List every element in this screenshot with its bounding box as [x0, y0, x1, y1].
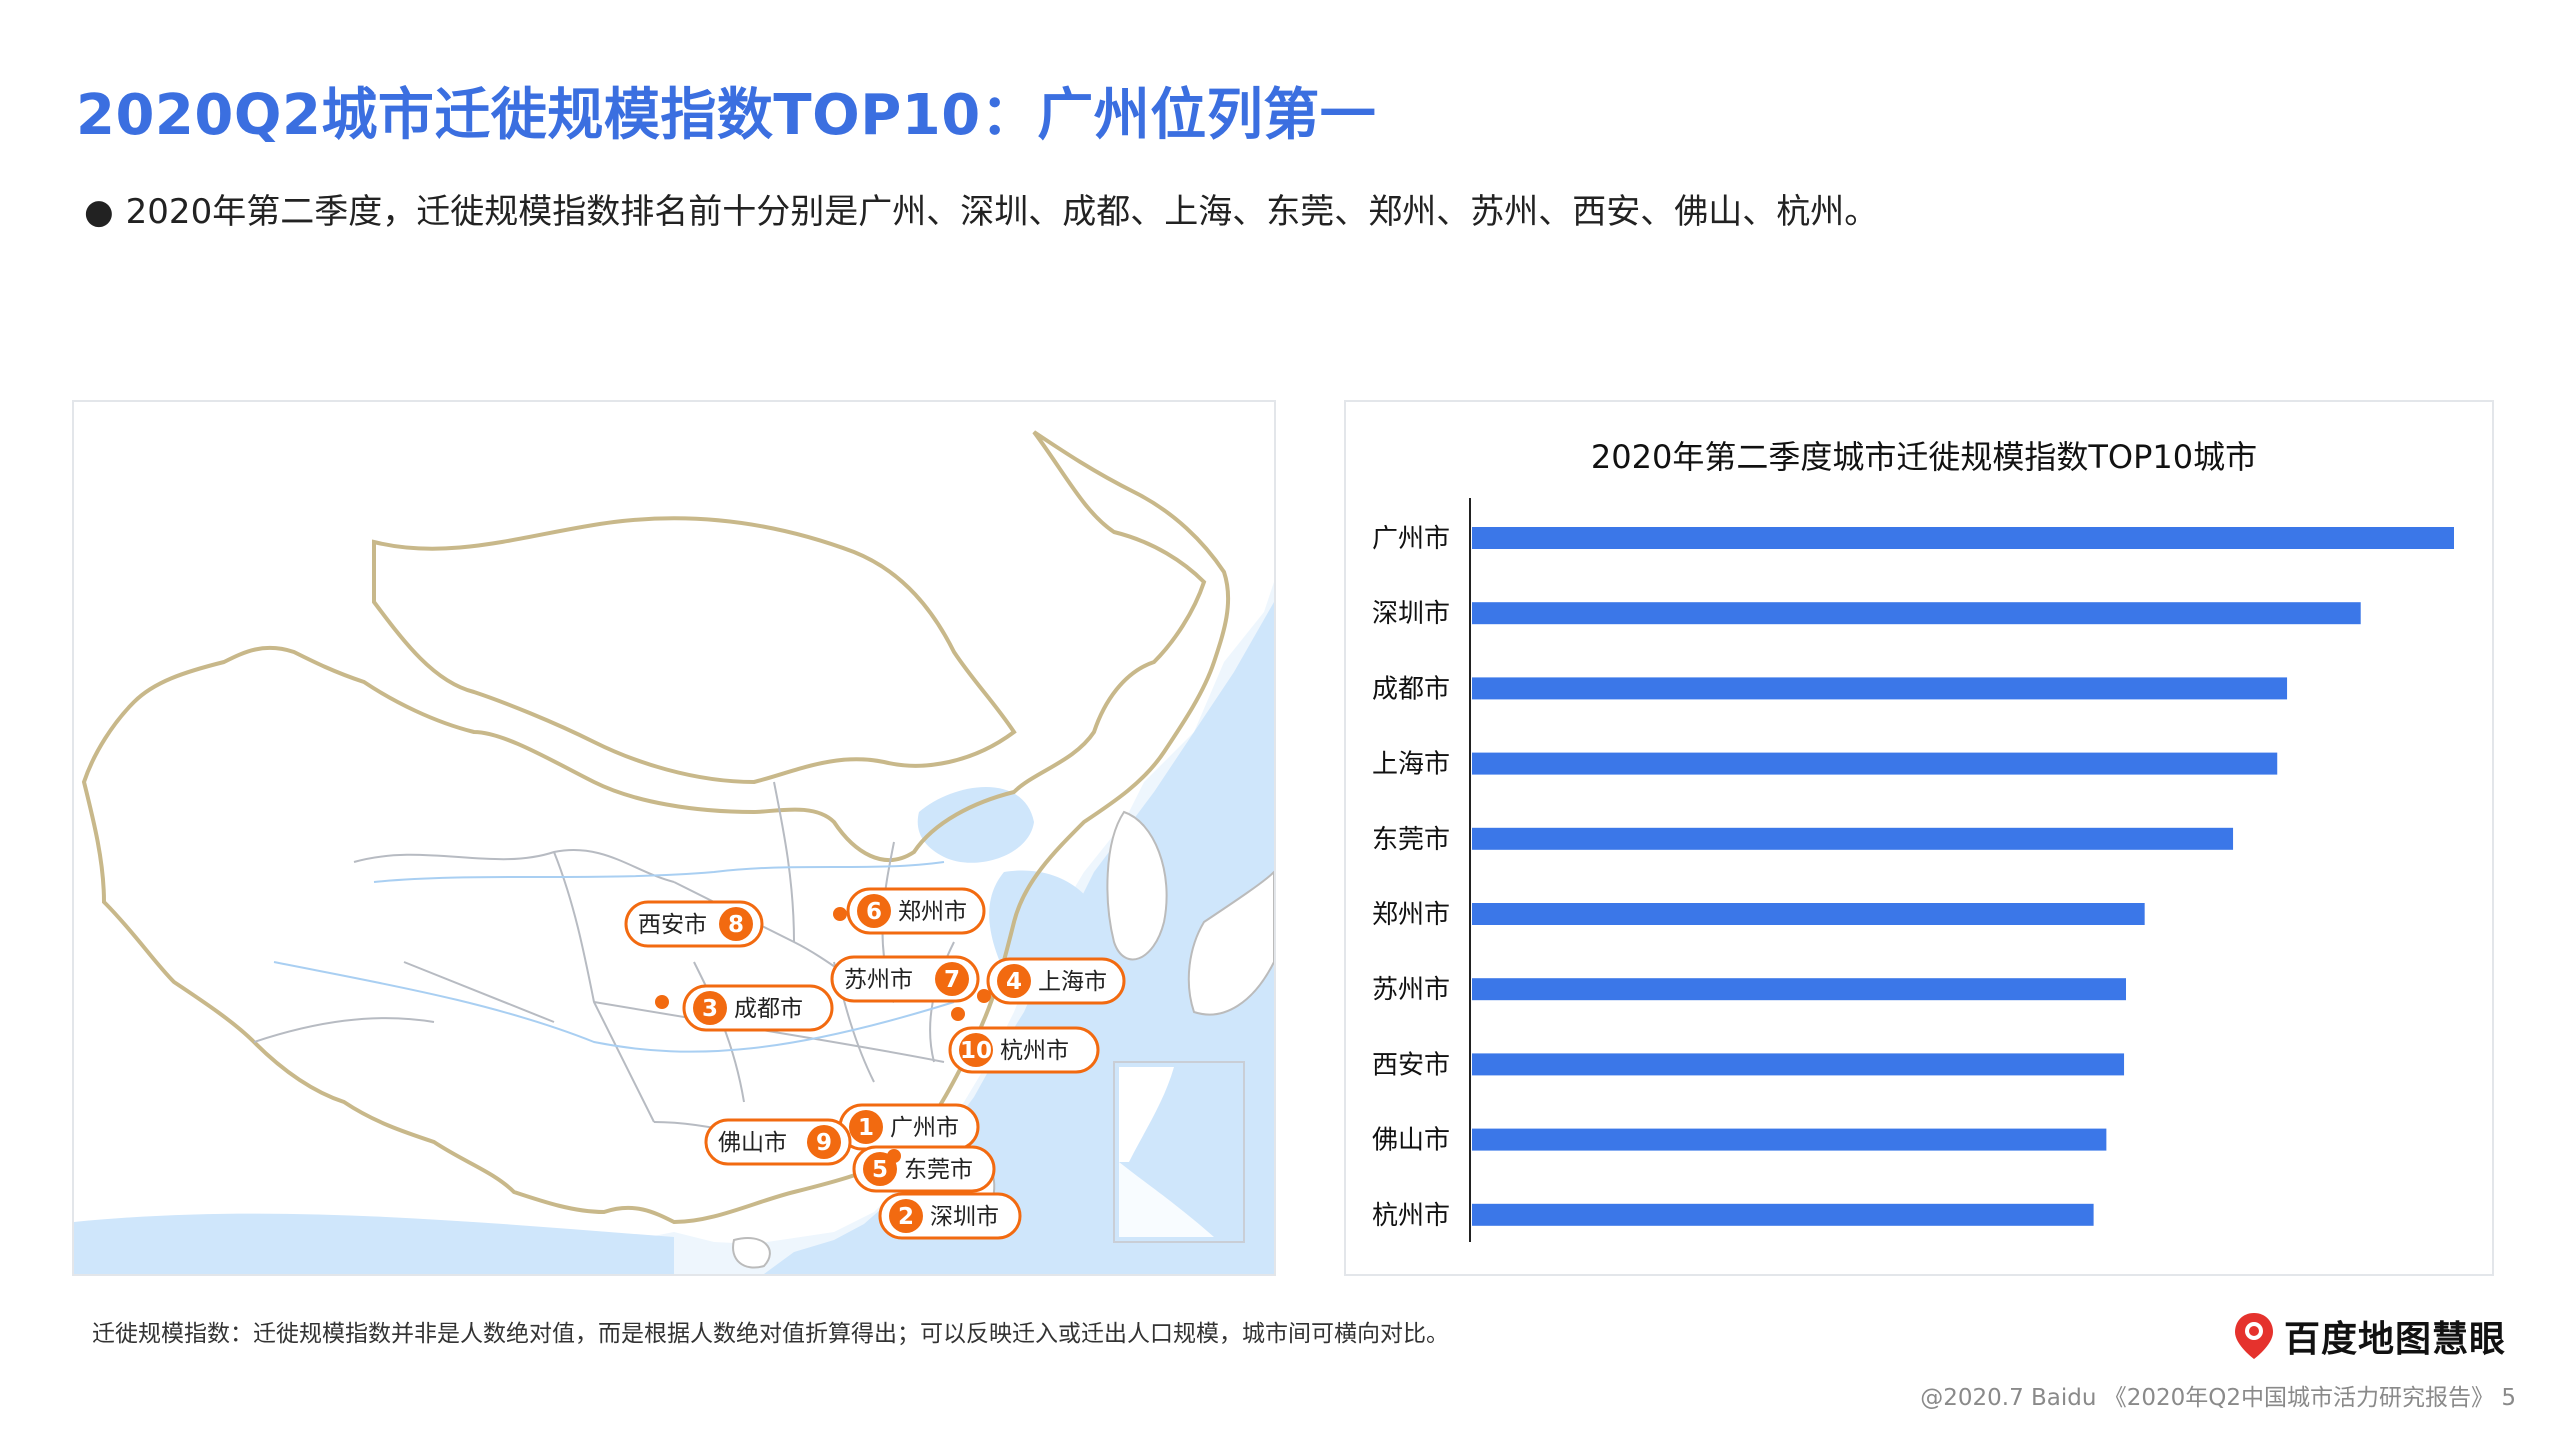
rank-number: 10	[960, 1038, 992, 1064]
bar-chart: 2020年第二季度城市迁徙规模指数TOP10城市 广州市深圳市成都市上海市东莞市…	[1372, 438, 2454, 1242]
category-label: 成都市	[1372, 674, 1450, 704]
city-marker-4: 4 上海市	[977, 957, 1126, 1005]
bar-7	[1472, 978, 2127, 1001]
rank-badge	[889, 1199, 923, 1233]
city-name: 佛山市	[718, 1130, 787, 1156]
summary-line: 2020年第二季度，迁徙规模指数排名前十分别是广州、深圳、成都、上海、东莞、郑州…	[125, 192, 1879, 232]
mongolia-border	[372, 516, 1017, 785]
rank-number: 4	[1006, 969, 1022, 995]
category-label: 佛山市	[1372, 1126, 1450, 1156]
city-marker-10: 10 杭州市	[948, 1007, 1100, 1074]
bar-4	[1472, 752, 2278, 775]
city-dot	[951, 1007, 965, 1021]
copyright-line: @2020.7 Baidu 《2020年Q2中国城市活力研究报告》 5	[1920, 1385, 2516, 1411]
rank-badge	[857, 894, 891, 928]
category-label: 西安市	[1372, 1050, 1450, 1080]
bar-1	[1472, 527, 2454, 549]
rank-number: 3	[702, 996, 718, 1022]
bar-8	[1472, 1053, 2125, 1076]
category-label: 杭州市	[1372, 1201, 1450, 1231]
rank-badge	[935, 962, 969, 996]
city-marker-1: 1 广州市	[838, 1103, 980, 1151]
bar-9	[1472, 1128, 2107, 1151]
city-marker-6: 6 郑州市	[833, 887, 986, 935]
south-sea	[74, 1213, 674, 1274]
rank-badge	[719, 907, 753, 941]
bullet-icon: ●	[84, 192, 114, 232]
city-name: 郑州市	[898, 899, 967, 925]
south-china-sea-inset	[1113, 1061, 1245, 1243]
national-border	[81, 430, 1231, 1225]
rank-badge	[807, 1125, 841, 1159]
category-label: 东莞市	[1372, 825, 1450, 855]
brand-logo: 百度地图慧眼	[2232, 1310, 2506, 1362]
china-map: 1 广州市 2 深圳市 3 成都市 4 上海市 5 东莞市 6 郑州市 7 苏州市 8 西安市 9 佛山市 10 杭州…	[74, 402, 1274, 1274]
bar-5	[1472, 827, 2234, 850]
japan	[1187, 870, 1274, 1016]
rank-badge	[693, 991, 727, 1025]
category-label: 深圳市	[1372, 599, 1450, 629]
city-dot	[887, 1149, 901, 1163]
city-name: 杭州市	[1000, 1038, 1069, 1064]
rank-badge	[959, 1033, 993, 1067]
category-label: 广州市	[1372, 524, 1450, 554]
rivers	[273, 861, 955, 1053]
rank-number: 6	[866, 899, 882, 925]
city-marker-7: 7 苏州市	[830, 955, 980, 1003]
city-marker-3: 3 成都市	[655, 984, 834, 1032]
city-name: 苏州市	[844, 967, 913, 993]
chart-title: 2020年第二季度城市迁徙规模指数TOP10城市	[1591, 438, 2257, 476]
map-pin-icon	[2235, 1313, 2273, 1359]
rank-number: 7	[944, 967, 960, 993]
category-label: 上海市	[1372, 750, 1450, 780]
bar-10	[1472, 1203, 2094, 1226]
bar-chart-panel: 2020年第二季度城市迁徙规模指数TOP10城市 广州市深圳市成都市上海市东莞市…	[1344, 400, 2494, 1276]
korea	[1106, 810, 1168, 961]
china-map-panel: 1 广州市 2 深圳市 3 成都市 4 上海市 5 东莞市 6 郑州市 7 苏州市 8 西安市 9 佛山市 10 杭州…	[72, 400, 1276, 1276]
bar-3	[1472, 677, 2288, 700]
city-name: 上海市	[1038, 969, 1107, 995]
rank-number: 9	[816, 1130, 832, 1156]
city-marker-9: 9 佛山市	[704, 1118, 901, 1166]
bohai-sea	[917, 787, 1034, 863]
city-markers-layer: 1 广州市 2 深圳市 3 成都市 4 上海市 5 东莞市 6 郑州市 7 苏州市 8 西安市 9 佛山市 10 杭州…	[624, 887, 1126, 1240]
footnote: 迁徙规模指数：迁徙规模指数并非是人数绝对值，而是根据人数绝对值折算得出；可以反映…	[92, 1321, 1449, 1347]
category-label: 苏州市	[1372, 975, 1450, 1005]
rank-badge	[863, 1152, 897, 1186]
city-name: 成都市	[734, 996, 803, 1022]
city-dot	[833, 907, 847, 921]
page-title: 2020Q2城市迁徙规模指数TOP10：广州位列第一	[76, 83, 1377, 148]
city-name: 广州市	[890, 1115, 959, 1141]
city-name: 深圳市	[930, 1204, 999, 1230]
rank-badge	[997, 964, 1031, 998]
city-marker-5: 5 东莞市	[852, 1145, 996, 1193]
city-dot	[655, 995, 669, 1009]
city-name: 西安市	[638, 912, 707, 938]
bar-6	[1472, 903, 2145, 925]
rank-badge	[849, 1110, 883, 1144]
city-dot	[977, 989, 991, 1003]
city-name: 东莞市	[904, 1157, 973, 1183]
brand-name: 百度地图慧眼	[2284, 1319, 2507, 1360]
bar-2	[1472, 602, 2361, 625]
city-marker-8: 8 西安市	[624, 900, 764, 948]
rank-number: 2	[898, 1204, 914, 1230]
summary-text: ● 2020年第二季度，迁徙规模指数排名前十分别是广州、深圳、成都、上海、东莞、郑…	[84, 184, 1878, 233]
rank-number: 5	[872, 1157, 888, 1183]
category-label: 郑州市	[1372, 900, 1450, 930]
rank-number: 1	[858, 1115, 874, 1141]
rank-number: 8	[728, 912, 744, 938]
hainan	[732, 1237, 771, 1269]
